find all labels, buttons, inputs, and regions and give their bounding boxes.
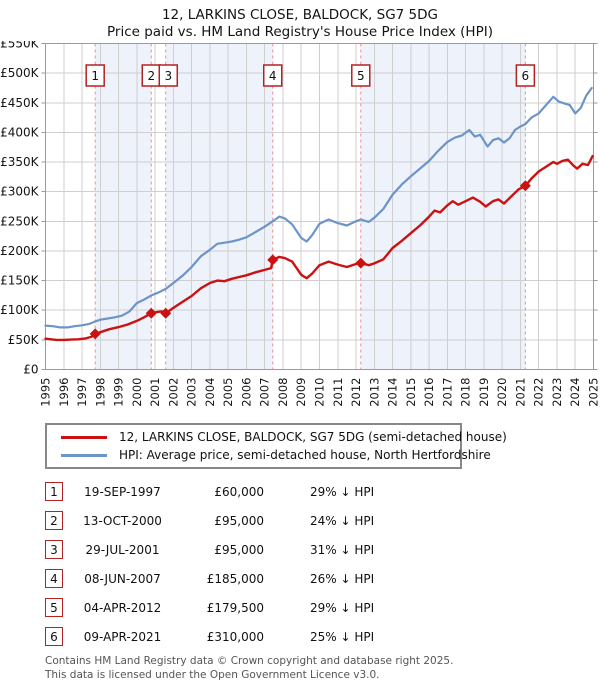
property-line-swatch bbox=[61, 436, 107, 439]
x-axis-label: 2007 bbox=[258, 378, 272, 407]
sale-row-3: 3 29-JUL-2001 £95,000 31% ↓ HPI bbox=[0, 535, 600, 564]
y-axis-label: £200K bbox=[0, 244, 40, 258]
ownership-band bbox=[95, 44, 151, 370]
sale-number-badge: 5 bbox=[45, 598, 63, 617]
sale-price: £60,000 bbox=[182, 485, 264, 499]
legend-label-property: 12, LARKINS CLOSE, BALDOCK, SG7 5DG (sem… bbox=[119, 430, 507, 444]
x-axis-label: 2010 bbox=[313, 378, 327, 407]
sale-row-2: 2 13-OCT-2000 £95,000 24% ↓ HPI bbox=[0, 506, 600, 535]
sale-number-badge: 6 bbox=[45, 627, 63, 646]
x-axis-label: 2019 bbox=[477, 378, 491, 407]
x-axis-label: 1996 bbox=[57, 378, 71, 407]
y-axis-label: £150K bbox=[0, 274, 40, 288]
sale-row-4: 4 08-JUN-2007 £185,000 26% ↓ HPI bbox=[0, 564, 600, 593]
x-axis-label: 2015 bbox=[404, 378, 418, 407]
sale-price: £95,000 bbox=[182, 543, 264, 557]
y-axis-label: £500K bbox=[0, 66, 40, 80]
x-axis-label: 2002 bbox=[166, 378, 180, 407]
sale-date: 09-APR-2021 bbox=[63, 630, 182, 644]
legend-row-hpi: HPI: Average price, semi-detached house,… bbox=[51, 446, 456, 464]
sale-number-badge: 1 bbox=[45, 482, 63, 501]
sale-hpi-diff: 24% ↓ HPI bbox=[310, 514, 374, 528]
y-axis-label: £50K bbox=[8, 333, 40, 347]
x-axis-label: 2001 bbox=[148, 378, 162, 407]
x-axis-label: 1998 bbox=[93, 378, 107, 407]
sale-date: 29-JUL-2001 bbox=[63, 543, 182, 557]
sale-label-number: 3 bbox=[164, 69, 172, 83]
sale-date: 13-OCT-2000 bbox=[63, 514, 182, 528]
sales-table: 1 19-SEP-1997 £60,000 29% ↓ HPI 2 13-OCT… bbox=[0, 477, 600, 651]
x-axis-label: 2024 bbox=[568, 378, 582, 407]
x-axis-label: 2025 bbox=[587, 378, 600, 407]
sale-hpi-diff: 25% ↓ HPI bbox=[310, 630, 374, 644]
sale-label-number: 1 bbox=[91, 69, 99, 83]
x-axis-label: 2004 bbox=[203, 378, 217, 407]
sale-price: £185,000 bbox=[182, 572, 264, 586]
sale-price: £179,500 bbox=[182, 601, 264, 615]
x-axis-label: 2008 bbox=[276, 378, 290, 407]
x-axis-label: 2023 bbox=[550, 378, 564, 407]
sale-number-badge: 4 bbox=[45, 569, 63, 588]
x-axis-label: 1997 bbox=[75, 378, 89, 407]
x-axis-label: 2006 bbox=[239, 378, 253, 407]
x-axis-label: 2014 bbox=[386, 378, 400, 407]
y-axis-label: £350K bbox=[0, 155, 40, 169]
x-axis-label: 2018 bbox=[459, 378, 473, 407]
x-axis-label: 1995 bbox=[39, 378, 53, 407]
y-axis-label: £450K bbox=[0, 96, 40, 110]
page-title: 12, LARKINS CLOSE, BALDOCK, SG7 5DG bbox=[0, 0, 600, 24]
sale-row-1: 1 19-SEP-1997 £60,000 29% ↓ HPI bbox=[0, 477, 600, 506]
sale-label-number: 6 bbox=[522, 69, 530, 83]
y-axis-label: £300K bbox=[0, 185, 40, 199]
sale-hpi-diff: 31% ↓ HPI bbox=[310, 543, 374, 557]
sale-row-5: 5 04-APR-2012 £179,500 29% ↓ HPI bbox=[0, 593, 600, 622]
y-axis-label: £0 bbox=[23, 363, 38, 377]
x-axis-label: 1999 bbox=[112, 378, 126, 407]
sale-hpi-diff: 26% ↓ HPI bbox=[310, 572, 374, 586]
y-axis-label: £250K bbox=[0, 214, 40, 228]
ownership-band bbox=[166, 44, 273, 370]
sale-number-badge: 3 bbox=[45, 540, 63, 559]
sale-label-number: 4 bbox=[269, 69, 277, 83]
x-axis-label: 2012 bbox=[349, 378, 363, 407]
sale-date: 04-APR-2012 bbox=[63, 601, 182, 615]
hpi-line-swatch bbox=[61, 454, 107, 457]
y-axis-label: £100K bbox=[0, 303, 40, 317]
y-axis-label: £550K bbox=[0, 41, 40, 51]
page-subtitle: Price paid vs. HM Land Registry's House … bbox=[0, 24, 600, 41]
x-axis-label: 2013 bbox=[367, 378, 381, 407]
legend: 12, LARKINS CLOSE, BALDOCK, SG7 5DG (sem… bbox=[45, 423, 462, 469]
x-axis-label: 2016 bbox=[422, 378, 436, 407]
sale-row-6: 6 09-APR-2021 £310,000 25% ↓ HPI bbox=[0, 622, 600, 651]
sale-hpi-diff: 29% ↓ HPI bbox=[310, 601, 374, 615]
sale-label-number: 5 bbox=[357, 69, 365, 83]
x-axis-label: 2020 bbox=[495, 377, 509, 406]
sale-price: £95,000 bbox=[182, 514, 264, 528]
sale-date: 19-SEP-1997 bbox=[63, 485, 182, 499]
sale-price: £310,000 bbox=[182, 630, 264, 644]
legend-row-property: 12, LARKINS CLOSE, BALDOCK, SG7 5DG (sem… bbox=[51, 428, 456, 446]
sale-label-number: 2 bbox=[147, 69, 155, 83]
x-axis-label: 2009 bbox=[294, 378, 308, 407]
legend-label-hpi: HPI: Average price, semi-detached house,… bbox=[119, 448, 491, 462]
x-axis-label: 2000 bbox=[130, 378, 144, 407]
license-line-1: Contains HM Land Registry data © Crown c… bbox=[45, 655, 600, 669]
x-axis-label: 2003 bbox=[185, 378, 199, 407]
x-axis-label: 2017 bbox=[440, 378, 454, 407]
y-axis-label: £400K bbox=[0, 125, 40, 139]
x-axis-label: 2005 bbox=[221, 378, 235, 407]
sale-hpi-diff: 29% ↓ HPI bbox=[310, 485, 374, 499]
sale-date: 08-JUN-2007 bbox=[63, 572, 182, 586]
license-note: Contains HM Land Registry data © Crown c… bbox=[45, 655, 600, 682]
x-axis-label: 2022 bbox=[532, 378, 546, 407]
x-axis-label: 2011 bbox=[331, 378, 345, 407]
sale-number-badge: 2 bbox=[45, 511, 63, 530]
x-axis-label: 2021 bbox=[513, 378, 527, 407]
